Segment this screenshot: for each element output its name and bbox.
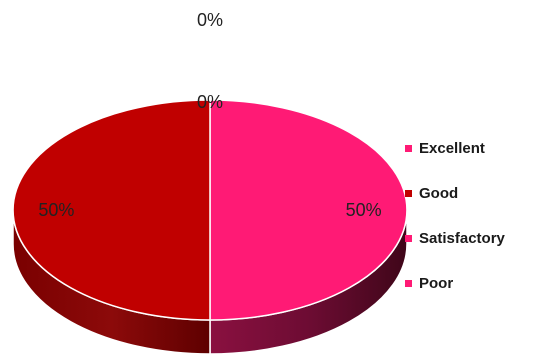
pie-slice-good[interactable] <box>12 99 211 321</box>
legend-swatch-satisfactory <box>405 235 412 242</box>
data-label-poor: 0% <box>197 10 223 30</box>
legend-item-satisfactory[interactable]: Satisfactory <box>405 228 505 249</box>
legend-item-poor[interactable]: Poor <box>405 273 505 294</box>
data-label-good: 50% <box>38 200 74 220</box>
pie-top-layer <box>12 99 408 321</box>
legend-swatch-excellent <box>405 145 412 152</box>
legend-label-poor: Poor <box>419 275 454 292</box>
data-label-layer: 50% 50% 0% 0% <box>38 10 381 220</box>
legend-label-satisfactory: Satisfactory <box>419 230 505 247</box>
legend-label-excellent: Excellent <box>419 140 485 157</box>
data-label-excellent: 50% <box>346 200 382 220</box>
legend-label-good: Good <box>419 185 459 202</box>
legend-item-excellent[interactable]: Excellent <box>405 138 505 159</box>
legend: Excellent Good Satisfactory Poor <box>405 138 505 318</box>
data-label-satisfactory: 0% <box>197 92 223 112</box>
legend-swatch-poor <box>405 280 412 287</box>
legend-swatch-good <box>405 190 412 197</box>
pie-slice-excellent[interactable] <box>209 99 408 321</box>
legend-item-good[interactable]: Good <box>405 183 505 204</box>
